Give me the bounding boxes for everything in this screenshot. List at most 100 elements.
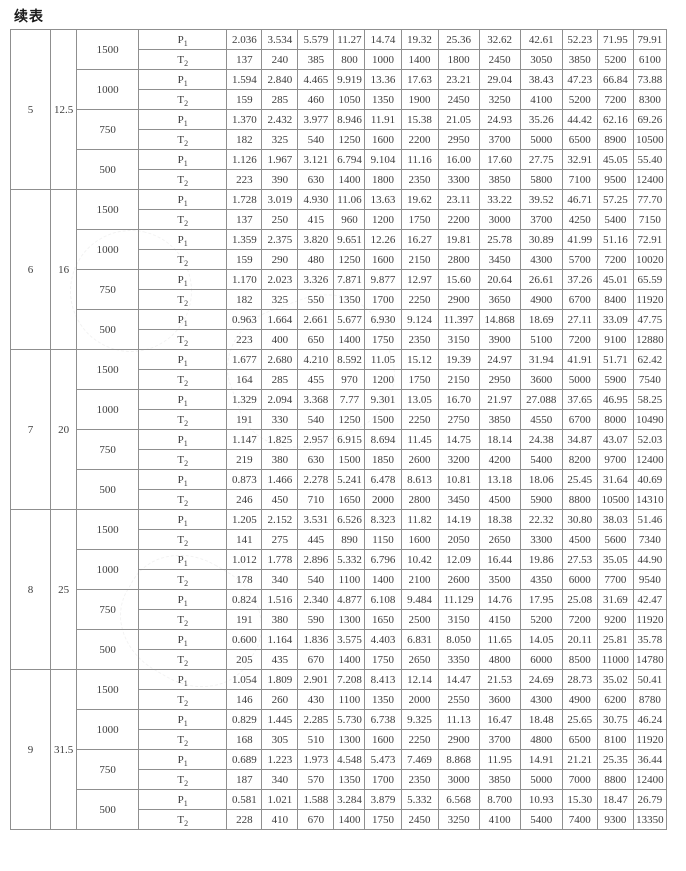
data-cell: 8.700 — [478, 789, 521, 810]
data-cell: 430 — [297, 689, 335, 710]
data-cell: 445 — [297, 529, 335, 550]
data-cell: 52.03 — [632, 429, 668, 450]
data-cell: 11.16 — [400, 149, 439, 170]
data-cell: 62.16 — [596, 109, 634, 130]
row-label-subscript: 1 — [183, 238, 188, 248]
data-cell: 7.871 — [333, 269, 366, 290]
data-cell: 141 — [226, 529, 263, 550]
data-cell: 2950 — [478, 369, 521, 390]
data-cell: 8.050 — [437, 629, 480, 650]
data-cell: 146 — [226, 689, 263, 710]
data-cell: 325 — [261, 289, 299, 310]
rpm-cell: 750 — [76, 109, 140, 150]
data-cell: 1300 — [333, 609, 366, 630]
data-cell: 3.019 — [261, 189, 299, 210]
data-cell: 1400 — [333, 169, 366, 190]
data-cell: 8.868 — [437, 749, 480, 770]
rpm-cell: 1500 — [76, 509, 140, 550]
data-cell: 9100 — [596, 329, 634, 350]
data-cell: 9.104 — [364, 149, 402, 170]
table-row: T2 137 250 415 960 1200 1750 2200 3000 3700 4250 54… — [11, 209, 668, 230]
data-cell: 168 — [226, 729, 263, 750]
data-cell: 2500 — [400, 609, 439, 630]
data-cell: 1800 — [437, 49, 480, 70]
data-cell: 3.368 — [297, 389, 335, 410]
table-row: T2 223 390 630 1400 1800 2350 3300 3850 5800 7100 9… — [11, 169, 668, 190]
table-row: T2 228 410 670 1400 1750 2450 3250 4100 5400 7400 9… — [11, 809, 668, 830]
data-cell: 27.75 — [519, 149, 563, 170]
data-cell: 3700 — [478, 729, 521, 750]
table-row: T2 191 380 590 1300 1650 2500 3150 4150 5200 7200 9… — [11, 609, 668, 630]
data-cell: 3500 — [478, 569, 521, 590]
data-cell: 3850 — [478, 169, 521, 190]
data-cell: 26.79 — [632, 789, 668, 810]
data-cell: 24.38 — [519, 429, 563, 450]
data-cell: 35.02 — [596, 669, 634, 690]
row-label-subscript: 1 — [183, 38, 188, 48]
data-cell: 6.478 — [364, 469, 402, 490]
data-cell: 1.778 — [261, 549, 299, 570]
data-cell: 1.588 — [297, 789, 335, 810]
table-row: 500 P1 1.126 1.967 3.121 6.794 9.104 11.16 16.00… — [11, 149, 668, 190]
data-cell: 17.60 — [478, 149, 521, 170]
data-cell: 44.90 — [632, 549, 668, 570]
data-cell: 1750 — [400, 209, 439, 230]
data-cell: 0.963 — [226, 309, 263, 330]
row-label-p1: P1 — [138, 229, 228, 250]
data-cell: 19.62 — [400, 189, 439, 210]
data-cell: 19.86 — [519, 549, 563, 570]
row-label-t2: T2 — [138, 769, 228, 790]
data-cell: 18.38 — [478, 509, 521, 530]
data-cell: 510 — [297, 729, 335, 750]
rpm-cell: 500 — [76, 469, 140, 510]
data-cell: 2.023 — [261, 269, 299, 290]
row-label-subscript: 1 — [183, 78, 188, 88]
data-cell: 25.36 — [437, 29, 480, 50]
data-cell: 9.877 — [364, 269, 402, 290]
data-cell: 2800 — [400, 489, 439, 510]
data-cell: 31.64 — [596, 469, 634, 490]
row-label-base: T — [177, 253, 185, 266]
rpm-cell: 750 — [76, 269, 140, 310]
data-cell: 15.12 — [400, 349, 439, 370]
data-cell: 540 — [297, 409, 335, 430]
data-cell: 5.677 — [333, 309, 366, 330]
data-cell: 1400 — [400, 49, 439, 70]
data-cell: 191 — [226, 409, 263, 430]
data-cell: 205 — [226, 649, 263, 670]
table-row: 9 31.5 1500 P1 1.054 1.809 2.901 7.208 8.413 12.1… — [9, 669, 668, 830]
row-label-base: T — [177, 573, 185, 586]
table-row: T2 219 380 630 1500 1850 2600 3200 4200 5400 8200 9… — [11, 449, 668, 470]
table-row: 1000 P1 0.829 1.445 2.285 5.730 6.738 9.325 11.1… — [11, 709, 668, 750]
data-cell: 8780 — [632, 689, 668, 710]
data-cell: 4200 — [478, 449, 521, 470]
data-cell: 540 — [297, 569, 335, 590]
data-cell: 450 — [261, 489, 299, 510]
data-cell: 1.054 — [226, 669, 263, 690]
table-row: T2 164 285 455 970 1200 1750 2150 2950 3600 5000 59… — [11, 369, 668, 390]
data-cell: 35.78 — [632, 629, 668, 650]
data-cell: 1400 — [333, 329, 366, 350]
data-cell: 410 — [261, 809, 299, 830]
data-cell: 285 — [261, 89, 299, 110]
data-cell: 7000 — [561, 769, 598, 790]
data-cell: 2550 — [437, 689, 480, 710]
data-cell: 2.285 — [297, 709, 335, 730]
data-cell: 32.62 — [478, 29, 521, 50]
data-cell: 4.548 — [333, 749, 366, 770]
row-label-base: T — [177, 453, 185, 466]
table-row: 1000 P1 1.012 1.778 2.896 5.332 6.796 10.42 12.0… — [11, 549, 668, 590]
data-cell: 1750 — [364, 329, 402, 350]
row-label-base: T — [177, 693, 185, 706]
data-cell: 2350 — [400, 169, 439, 190]
data-cell: 3250 — [478, 89, 521, 110]
row-label-base: P — [177, 753, 184, 766]
data-cell: 1250 — [333, 249, 366, 270]
row-label-subscript: 2 — [184, 698, 189, 708]
data-cell: 137 — [226, 49, 263, 70]
data-cell: 2450 — [400, 809, 439, 830]
data-cell: 7150 — [632, 209, 668, 230]
data-cell: 14.76 — [478, 589, 521, 610]
data-cell: 6500 — [561, 129, 598, 150]
data-cell: 6.915 — [333, 429, 366, 450]
